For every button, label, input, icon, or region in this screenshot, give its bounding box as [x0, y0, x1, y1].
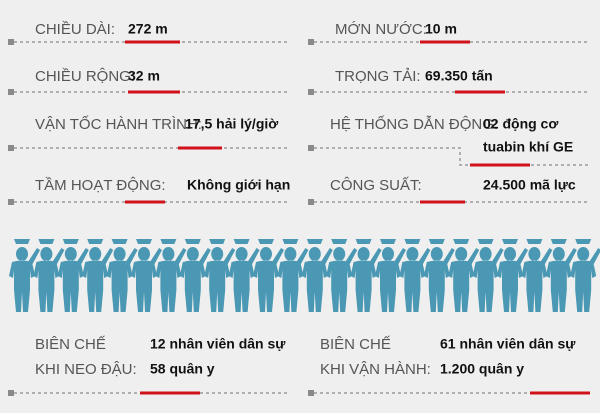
crew-label: KHI NEO ĐẬU:	[35, 361, 137, 378]
soldier-icon	[497, 239, 528, 312]
spec-label: TRỌNG TẢI:	[335, 68, 421, 85]
crew-value: 58 quân y	[150, 361, 215, 377]
soldier-icon	[448, 239, 480, 312]
soldier-icon	[350, 239, 382, 312]
soldier-icon	[106, 239, 138, 312]
crew-label: BIÊN CHẾ	[320, 336, 391, 353]
spec-value: 272 m	[128, 21, 168, 37]
crew-label: KHI VẬN HÀNH:	[320, 361, 431, 378]
bullet	[8, 199, 14, 205]
spec-value: 32 m	[128, 68, 160, 84]
spec-value: 24.500 mã lực	[483, 177, 576, 193]
spec-row: CHIỀU RỘNG: 32 m	[8, 68, 290, 95]
spec-value: 10 m	[425, 21, 457, 37]
bullet	[308, 145, 314, 151]
bullet	[8, 39, 14, 45]
spec-label: CHIỀU RỘNG:	[35, 68, 135, 85]
soldier-icon	[33, 239, 65, 312]
spec-row: TẦM HOẠT ĐỘNG: Không giới hạn	[8, 177, 290, 205]
bullet	[8, 89, 14, 95]
spec-label: HỆ THỐNG DẪN ĐỘNG:	[330, 115, 498, 133]
crew-value: 61 nhân viên dân sự	[440, 336, 576, 352]
soldier-icon	[82, 239, 114, 312]
soldier-icon	[545, 239, 577, 312]
spec-label: CÔNG SUẤT:	[330, 177, 422, 194]
soldier-icon	[423, 239, 455, 312]
crew-block: BIÊN CHẾ KHI VẬN HÀNH: 61 nhân viên dân …	[308, 336, 590, 396]
bullet	[8, 145, 14, 151]
spec-label: CHIỀU DÀI:	[35, 21, 115, 38]
soldier-icon	[155, 239, 187, 312]
soldier-row	[9, 239, 600, 312]
soldier-icon	[399, 239, 431, 312]
spec-row: HỆ THỐNG DẪN ĐỘNG: 02 động cơ tuabin khí…	[308, 115, 590, 167]
soldier-icon	[277, 239, 309, 312]
soldier-icon	[131, 239, 162, 312]
soldier-icon	[253, 239, 284, 312]
soldier-icon	[472, 239, 504, 312]
crew-block: BIÊN CHẾ KHI NEO ĐẬU: 12 nhân viên dân s…	[8, 336, 290, 396]
soldier-icon	[375, 239, 406, 312]
crew-value: 1.200 quân y	[440, 361, 524, 377]
spec-row: VẬN TỐC HÀNH TRÌNH: 17,5 hải lý/giờ	[8, 115, 290, 151]
soldier-icon	[9, 239, 40, 312]
spec-row: TRỌNG TẢI: 69.350 tấn	[308, 68, 590, 95]
soldier-icon	[301, 239, 333, 312]
soldier-icon	[521, 239, 553, 312]
soldier-icon	[57, 239, 89, 312]
spec-row: MỚN NƯỚC: 10 m	[308, 21, 590, 45]
spec-row: CHIỀU DÀI: 272 m	[8, 21, 290, 45]
spec-value: 17,5 hải lý/giờ	[185, 116, 278, 132]
crew-value: 12 nhân viên dân sự	[150, 336, 286, 352]
bullet	[308, 390, 314, 396]
soldier-icon	[228, 239, 260, 312]
crew-label: BIÊN CHẾ	[35, 336, 106, 353]
bullet	[308, 199, 314, 205]
spec-value: Không giới hạn	[187, 177, 290, 193]
spec-value: tuabin khí GE	[483, 139, 573, 155]
soldier-icon	[326, 239, 358, 312]
bullet	[8, 390, 14, 396]
soldier-icon	[179, 239, 211, 312]
spec-value: 69.350 tấn	[425, 68, 493, 84]
bullet	[308, 39, 314, 45]
soldier-icon	[570, 239, 600, 312]
spec-value: 02 động cơ	[483, 116, 558, 132]
bullet	[308, 89, 314, 95]
spec-label: MỚN NƯỚC:	[335, 21, 427, 38]
spec-row: CÔNG SUẤT: 24.500 mã lực	[308, 177, 590, 205]
spec-label: VẬN TỐC HÀNH TRÌNH:	[35, 115, 202, 133]
spec-label: TẦM HOẠT ĐỘNG:	[35, 177, 166, 194]
soldier-icon	[204, 239, 236, 312]
